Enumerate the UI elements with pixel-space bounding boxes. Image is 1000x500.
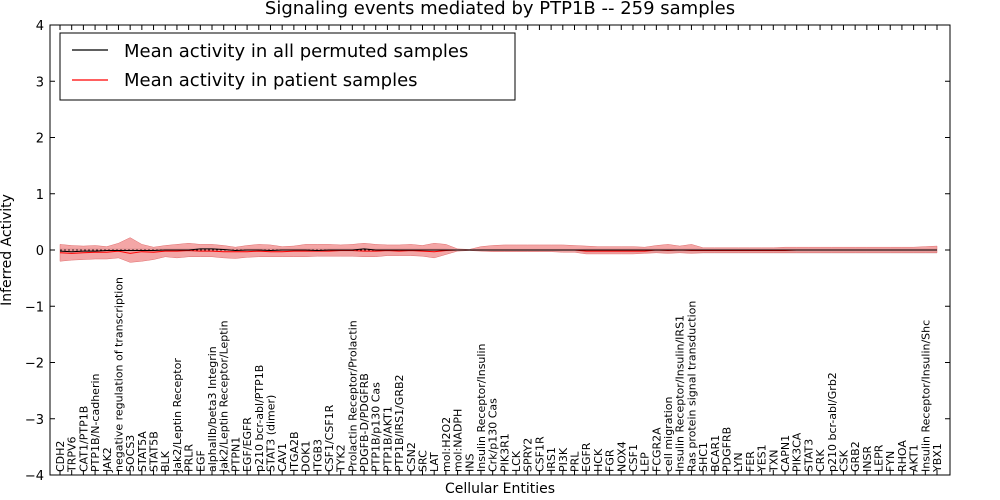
x-tick-label: PRLR [183, 444, 196, 472]
x-tick-label: CSF1R [533, 436, 546, 472]
x-tick-label: GRB2 [849, 441, 862, 472]
x-tick-label: TRPV6 [66, 436, 79, 473]
x-tick-label: CDH2 [54, 441, 67, 472]
x-tick-label: Jak2/Leptin Receptor [171, 358, 184, 473]
x-tick-label: Jak2/Leptin Receptor/Leptin [218, 320, 231, 473]
x-tick-label: PDGFRB [721, 427, 734, 472]
x-tick-label: PIK3R1 [498, 433, 511, 472]
x-tick-label: CAPN1 [779, 435, 792, 472]
x-tick-label: STAT5B [148, 431, 161, 472]
x-tick-label: CRK [814, 449, 827, 472]
x-tick-label: STAT3 (dimer) [264, 395, 277, 472]
y-tick-label: −3 [25, 413, 44, 428]
lines-layer [59, 248, 937, 254]
x-tick-label: LAT [428, 452, 441, 472]
x-tick-label: STAT3 [802, 439, 815, 472]
y-axis-label: Inferred Activity [0, 194, 15, 306]
x-tick-label: SRC [416, 450, 429, 472]
legend-box [59, 32, 516, 101]
y-tick-label: −1 [25, 300, 44, 315]
x-tick-label: CSN2 [405, 442, 418, 472]
x-tick-label: CSK [837, 449, 850, 472]
y-tick-label: 4 [36, 19, 44, 34]
x-tick-label: ITGA2B [288, 431, 301, 472]
x-tick-label: alphaIIb/beta3 Integrin [206, 346, 219, 472]
x-tick-label: JAK2 [101, 447, 114, 473]
x-tick-label: p210 bcr-abl/Grb2 [826, 372, 839, 472]
x-tick-label: Crk/p130 Cas [487, 398, 500, 472]
x-tick-label: STAT5A [136, 431, 149, 472]
legend-label-permuted: Mean activity in all permuted samples [124, 41, 468, 62]
x-tick-label: TYK2 [335, 444, 348, 473]
x-tick-label: FCGR2A [650, 427, 663, 472]
x-tick-label: BLK [159, 450, 172, 472]
y-tick-label: −2 [25, 357, 44, 372]
y-axis: −4 −3 −2 −1 0 1 2 3 4 [25, 19, 950, 484]
y-tick-label: 0 [36, 244, 44, 259]
x-tick-label: PRL [569, 451, 582, 472]
legend: Mean activity in all permuted samples Me… [59, 32, 516, 101]
x-tick-label: mol:H2O2 [440, 417, 453, 472]
x-tick-label: LEPR [873, 444, 886, 472]
x-tick-label: EGF [194, 450, 207, 472]
chart-title: Signaling events mediated by PTP1B -- 25… [265, 0, 735, 19]
x-tick-label: EGF/EGFR [241, 417, 254, 472]
x-axis-label: Cellular Entities [445, 481, 555, 497]
x-tick-label: AKT1 [908, 444, 921, 472]
x-tick-label: INSR [861, 446, 874, 472]
x-tick-label: PTPN1 [229, 437, 242, 472]
x-tick-label: Insulin Receptor/Insulin/Shc [919, 320, 932, 472]
y-tick-label: −4 [25, 469, 44, 484]
x-tick-label: PIK3CA [791, 432, 804, 472]
x-axis: CDH2TRPV6CAT1/PTP1BPTP1B/N-cadherinJAK2n… [54, 25, 944, 475]
x-tick-label: RHOA [896, 440, 909, 472]
y-tick-label: 2 [36, 132, 44, 147]
legend-label-patient: Mean activity in patient samples [124, 70, 418, 91]
x-tick-label: LEP [639, 452, 652, 472]
x-tick-label: Prolactin Receptor/Prolactin [346, 320, 359, 472]
x-tick-label: YES1 [756, 444, 769, 473]
x-tick-label: HCK [592, 448, 605, 472]
x-tick-label: Ras protein signal transduction [685, 301, 698, 472]
x-tick-label: PTP1B/AKT1 [381, 406, 394, 472]
x-tick-label: FYN [884, 451, 897, 472]
x-tick-label: FGR [604, 449, 617, 472]
x-tick-label: PTP1B/IRS1/GRB2 [393, 374, 406, 472]
x-tick-label: YBX1 [931, 443, 944, 473]
x-tick-label: DOK1 [300, 441, 313, 472]
x-tick-label: mol:NADPH [452, 409, 465, 472]
x-tick-label: NOX4 [615, 441, 628, 472]
x-tick-label: CSF1/CSF1R [323, 404, 336, 472]
x-tick-label: SHC1 [697, 442, 710, 472]
x-tick-label: negative regulation of transcription [112, 277, 125, 472]
x-tick-label: Insulin Receptor/Insulin [475, 343, 488, 472]
x-tick-label: PTP1B/p130 Cas [370, 382, 383, 472]
x-tick-label: CAT1/PTP1B [77, 406, 90, 472]
x-tick-label: PI3K [557, 447, 570, 472]
x-tick-label: CSF1 [627, 444, 640, 472]
x-tick-label: FER [744, 451, 757, 472]
x-tick-label: TXN [767, 450, 780, 473]
x-tick-label: LCK [510, 450, 523, 472]
x-tick-label: ITGB3 [311, 439, 324, 472]
x-tick-label: LYN [732, 452, 745, 472]
y-tick-label: 3 [36, 75, 44, 90]
x-tick-label: p210 bcr-abl/PTP1B [253, 365, 266, 472]
x-tick-label: Insulin Receptor/Insulin/IRS1 [674, 315, 687, 472]
permuted-mean-line [59, 248, 937, 253]
x-tick-label: SOCS3 [124, 435, 137, 472]
x-tick-label: BCAR1 [709, 435, 722, 472]
y-tick-label: 1 [36, 188, 44, 203]
x-tick-label: INS [463, 454, 476, 472]
x-tick-label: CAV1 [276, 443, 289, 472]
x-tick-label: IRS1 [545, 447, 558, 472]
x-tick-label: cell migration [662, 396, 675, 472]
x-tick-label: EGFR [580, 442, 593, 472]
x-tick-label: PTP1B/N-cadherin [89, 373, 102, 472]
x-tick-label: PDGFB-D/PDGFRB [358, 373, 371, 472]
x-tick-label: SPRY2 [522, 438, 535, 472]
